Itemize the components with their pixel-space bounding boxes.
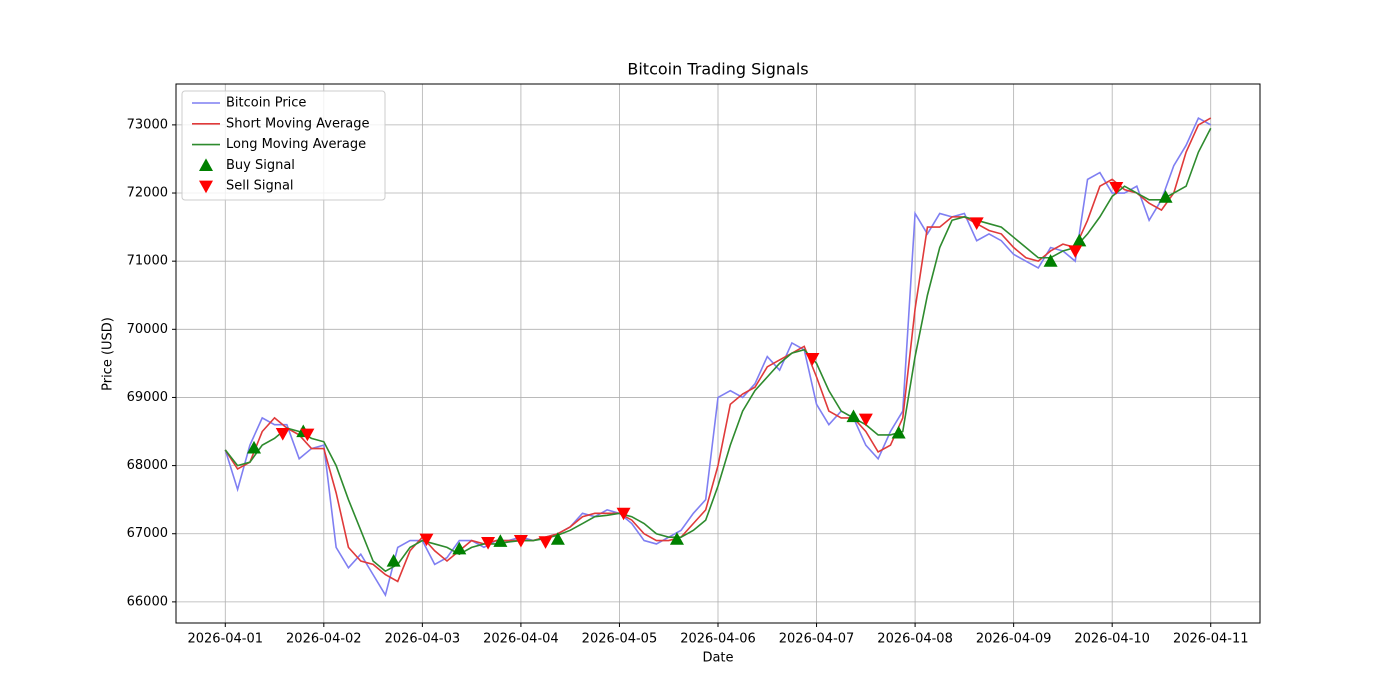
signal-marker bbox=[805, 353, 820, 366]
signal-marker bbox=[1068, 245, 1083, 258]
legend-label: Long Moving Average bbox=[226, 137, 366, 152]
signal-marker bbox=[275, 427, 290, 441]
y-axis-label: Price (USD) bbox=[101, 317, 116, 391]
signal-marker bbox=[419, 533, 434, 547]
x-tick-label: 2026-04-06 bbox=[680, 632, 756, 647]
price-line bbox=[224, 127, 1212, 573]
y-tick-label: 67000 bbox=[127, 526, 168, 541]
legend-label: Short Moving Average bbox=[226, 116, 370, 131]
x-axis-label: Date bbox=[702, 651, 733, 666]
x-tick-label: 2026-04-11 bbox=[1173, 632, 1249, 647]
x-tick-label: 2026-04-03 bbox=[385, 632, 461, 647]
y-tick-label: 69000 bbox=[127, 390, 168, 405]
signal-marker bbox=[300, 428, 315, 442]
y-tick-label: 66000 bbox=[127, 594, 168, 609]
signal-marker bbox=[481, 536, 496, 550]
signal-marker bbox=[513, 534, 528, 548]
signal-marker bbox=[452, 541, 467, 555]
x-tick-label: 2026-04-01 bbox=[187, 632, 263, 647]
signal-marker bbox=[858, 413, 873, 427]
price-line bbox=[224, 117, 1212, 583]
signal-marker bbox=[1158, 190, 1173, 203]
signal-marker bbox=[969, 217, 984, 231]
signal-marker bbox=[891, 425, 906, 439]
plot-area bbox=[224, 116, 1212, 598]
y-tick-label: 70000 bbox=[127, 322, 168, 337]
signal-marker bbox=[1043, 254, 1058, 267]
signal-marker bbox=[1109, 181, 1124, 195]
y-tick-label: 68000 bbox=[127, 458, 168, 473]
signal-marker bbox=[846, 409, 861, 423]
signal-marker bbox=[538, 536, 553, 549]
y-tick-label: 71000 bbox=[127, 254, 168, 269]
x-tick-label: 2026-04-09 bbox=[976, 632, 1052, 647]
legend-label: Buy Signal bbox=[226, 158, 295, 173]
signal-marker bbox=[616, 507, 631, 521]
legend-label: Sell Signal bbox=[226, 179, 294, 194]
axes: 2026-04-01 2026-04-02 2026-04-03 2026-04-04… bbox=[127, 117, 1249, 646]
signal-marker bbox=[386, 553, 401, 567]
chart-title: Bitcoin Trading Signals bbox=[627, 60, 808, 79]
legend-swatch bbox=[199, 180, 213, 194]
signal-marker bbox=[247, 440, 262, 454]
signal-marker bbox=[550, 532, 565, 545]
x-tick-label: 2026-04-04 bbox=[483, 632, 559, 647]
x-tick-label: 2026-04-02 bbox=[286, 632, 362, 647]
y-tick-label: 73000 bbox=[127, 117, 168, 132]
legend-swatch bbox=[199, 158, 213, 171]
x-tick-label: 2026-04-08 bbox=[877, 632, 953, 647]
signal-marker bbox=[1072, 233, 1087, 247]
signal-marker bbox=[669, 532, 684, 545]
x-tick-label: 2026-04-07 bbox=[779, 632, 855, 647]
y-tick-label: 72000 bbox=[127, 186, 168, 201]
x-tick-label: 2026-04-10 bbox=[1074, 632, 1150, 647]
legend-box bbox=[181, 90, 386, 201]
legend-label: Bitcoin Price bbox=[226, 96, 306, 111]
signal-marker bbox=[493, 534, 508, 547]
legend: Bitcoin Price Short Moving Average Long Mo… bbox=[181, 90, 386, 201]
x-tick-label: 2026-04-05 bbox=[582, 632, 658, 647]
